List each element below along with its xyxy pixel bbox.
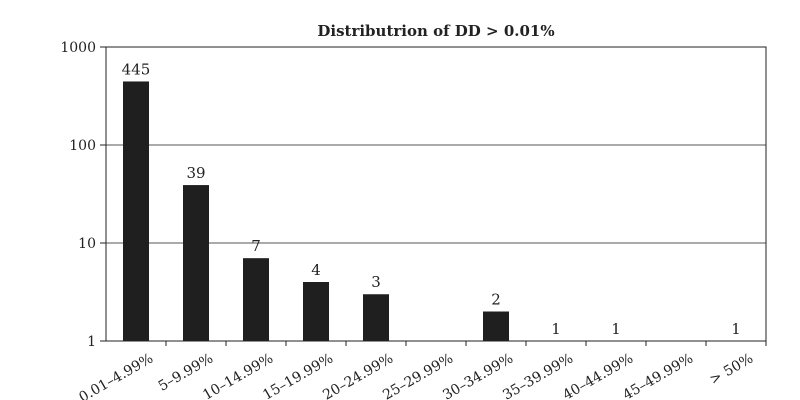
bar xyxy=(483,311,509,341)
x-tick-label: 0.01–4.99% xyxy=(76,351,156,400)
data-label: 39 xyxy=(186,164,205,182)
data-labels: 445 39 7 4 3 2 1 1 1 xyxy=(122,60,741,338)
data-label: 1 xyxy=(611,320,621,338)
bar xyxy=(183,185,209,341)
bar xyxy=(303,281,329,341)
bars xyxy=(123,81,509,341)
data-label: 4 xyxy=(311,261,321,279)
chart-title: Distributrion of DD > 0.01% xyxy=(317,22,554,40)
x-tick-label: > 50% xyxy=(707,351,756,389)
x-axis-ticks: 0.01–4.99% 5–9.99%10–14.99%15–19.99%20–24… xyxy=(76,341,767,400)
data-label: 2 xyxy=(491,290,501,308)
plot-frame xyxy=(105,46,767,342)
bar xyxy=(243,258,269,341)
y-tick-label: 1 xyxy=(87,334,96,350)
data-label: 3 xyxy=(371,273,381,291)
y-tick-label: 1000 xyxy=(60,40,96,56)
data-label: 1 xyxy=(731,320,741,338)
bar xyxy=(363,294,389,341)
data-label: 7 xyxy=(251,237,261,255)
y-tick-label: 10 xyxy=(78,236,96,252)
gridlines xyxy=(106,144,766,244)
data-label: 445 xyxy=(122,60,151,78)
data-label: 1 xyxy=(551,320,561,338)
bar xyxy=(123,81,149,341)
y-axis-ticks: 1 10 100 1000 xyxy=(60,40,106,350)
y-tick-label: 100 xyxy=(69,138,96,154)
